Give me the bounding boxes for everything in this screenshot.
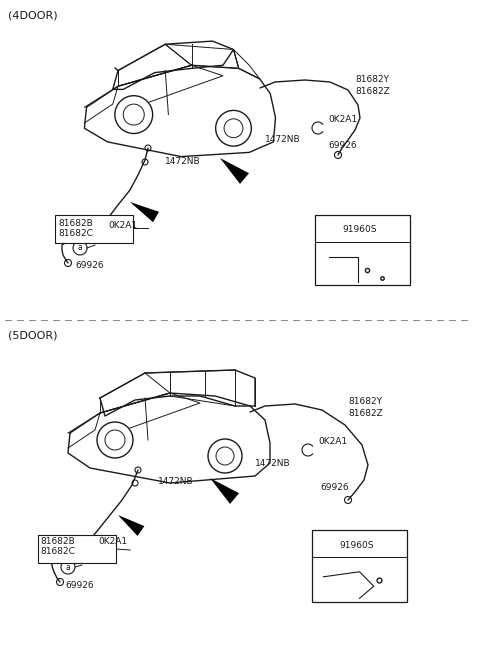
Bar	[38, 535, 116, 563]
Polygon shape	[130, 202, 159, 222]
Text: 91960S: 91960S	[339, 541, 373, 550]
Text: 1472NB: 1472NB	[255, 459, 290, 468]
Text: 81682B: 81682B	[58, 220, 93, 228]
Text: (5DOOR): (5DOOR)	[8, 330, 58, 340]
Text: 0K2A1: 0K2A1	[318, 438, 347, 447]
Text: 81682B: 81682B	[40, 537, 75, 546]
Text: 81682C: 81682C	[40, 548, 75, 556]
Text: 81682C: 81682C	[58, 230, 93, 239]
Text: a: a	[78, 243, 83, 253]
Text: 1472NB: 1472NB	[158, 478, 193, 487]
Polygon shape	[210, 478, 239, 504]
Text: 0K2A1: 0K2A1	[108, 220, 137, 230]
Text: 91960S: 91960S	[342, 224, 376, 234]
Text: 0K2A1: 0K2A1	[328, 115, 357, 125]
Text: 69926: 69926	[75, 260, 104, 270]
Text: 69926: 69926	[328, 140, 357, 150]
Polygon shape	[118, 515, 144, 536]
Text: 81682Y: 81682Y	[355, 75, 389, 85]
Text: 69926: 69926	[320, 483, 348, 493]
Polygon shape	[220, 158, 249, 184]
Text: 81682Z: 81682Z	[348, 409, 383, 417]
Text: 0K2A1: 0K2A1	[98, 537, 127, 546]
Text: a: a	[328, 224, 332, 234]
Text: a: a	[324, 541, 329, 550]
Text: 1472NB: 1472NB	[165, 157, 201, 167]
Text: 81682Y: 81682Y	[348, 398, 382, 407]
Text: a: a	[66, 562, 71, 571]
Bar	[312, 530, 407, 602]
Text: 69926: 69926	[65, 581, 94, 590]
Text: 81682Z: 81682Z	[355, 87, 390, 96]
Bar	[315, 215, 410, 285]
Text: 1472NB: 1472NB	[265, 136, 300, 144]
Bar	[55, 215, 133, 243]
Text: (4DOOR): (4DOOR)	[8, 10, 58, 20]
